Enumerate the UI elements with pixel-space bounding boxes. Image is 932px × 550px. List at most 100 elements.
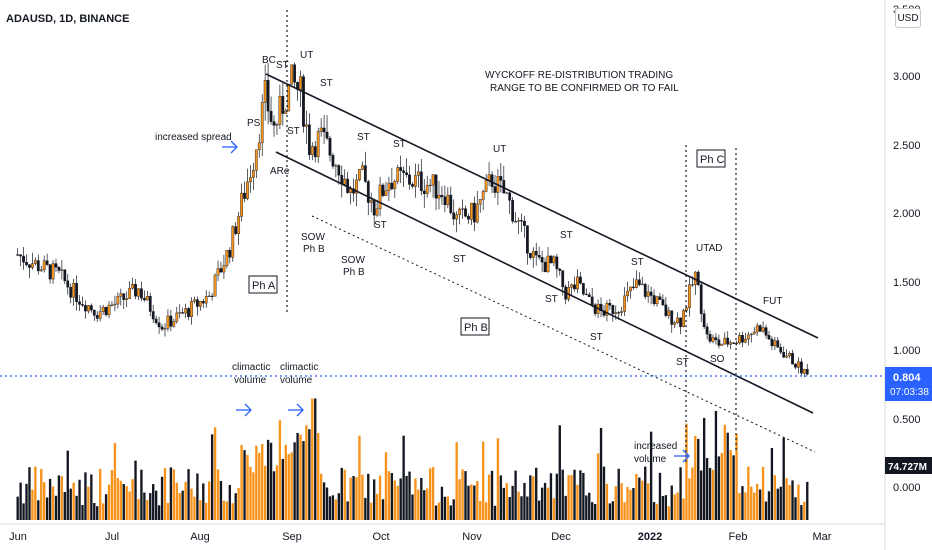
current-price-tag[interactable]: 0.804 07:03:38: [885, 367, 932, 401]
volume-bar: [202, 483, 205, 520]
candle: [664, 304, 668, 316]
volume-bar: [761, 466, 765, 520]
volume-bar: [255, 445, 258, 520]
candle: [166, 315, 170, 329]
time-axis[interactable]: Jun Jul Aug Sep Oct Nov Dec 2022 Feb Mar: [9, 531, 832, 543]
candle: [702, 313, 706, 327]
volume-bar: [673, 494, 676, 520]
volume-bar: [570, 475, 573, 520]
candle: [573, 284, 576, 290]
volume-bar: [479, 500, 482, 520]
label-st: ST: [320, 78, 333, 89]
volume-bar: [296, 432, 299, 520]
candle: [626, 290, 629, 297]
volume-bar: [187, 469, 190, 520]
candle: [540, 257, 544, 263]
volume-bar: [476, 481, 479, 520]
candle: [275, 124, 279, 126]
volume-bar: [776, 488, 779, 520]
candle: [263, 80, 267, 103]
candle: [558, 268, 562, 271]
volume-bar: [617, 468, 620, 520]
volume-bar: [611, 501, 614, 520]
volume-bar: [738, 493, 741, 520]
candle: [246, 181, 249, 199]
candle: [366, 181, 370, 203]
volume-bar: [87, 486, 90, 520]
volume-bar: [499, 475, 503, 520]
volume-bar: [753, 492, 756, 520]
volume-bar: [334, 499, 338, 520]
candle: [201, 301, 205, 304]
volume-bar: [411, 494, 414, 520]
candle: [643, 283, 647, 297]
candle: [266, 80, 270, 112]
lower-channel-line: [275, 151, 814, 414]
candle: [534, 250, 538, 256]
volume-bar: [116, 478, 120, 520]
volume-tag[interactable]: 74.727M: [885, 457, 932, 474]
volume-bar: [225, 501, 229, 520]
candle: [28, 264, 31, 268]
candle: [717, 339, 721, 346]
candle: [655, 296, 659, 305]
candle: [667, 310, 671, 316]
volume-bar: [664, 495, 668, 520]
candle: [511, 200, 515, 222]
volume-bar: [22, 503, 25, 520]
candle: [752, 331, 756, 335]
volume-bar: [452, 499, 455, 520]
candle: [122, 293, 126, 300]
candle: [307, 124, 311, 155]
currency-button[interactable]: USD: [895, 8, 921, 28]
volume-bar: [34, 466, 37, 520]
candle: [45, 260, 49, 265]
volume-bar: [19, 482, 22, 520]
volume-bar: [337, 493, 340, 520]
label-climactic: climactic: [232, 362, 270, 373]
volume-bar: [517, 491, 520, 520]
volume-bar: [231, 503, 234, 520]
volume-bar: [514, 470, 517, 520]
label-bc: BC: [262, 55, 276, 66]
candle: [770, 338, 774, 347]
volume-bar: [744, 492, 747, 520]
label-sow-phase: Ph B: [343, 267, 365, 278]
candle: [254, 149, 258, 171]
volume-bar: [243, 450, 246, 520]
volume-bar: [555, 473, 559, 520]
candle: [331, 155, 335, 167]
candle: [799, 361, 803, 374]
price-tick: 3.000: [893, 71, 921, 83]
candle: [110, 304, 114, 306]
candle: [679, 317, 682, 327]
volume-bar: [750, 486, 753, 520]
candle: [549, 255, 553, 264]
volume-bar: [370, 502, 373, 520]
volume-bar: [381, 499, 385, 520]
price-tick: 0.000: [893, 482, 921, 494]
label-st: ST: [545, 294, 558, 305]
candle: [175, 312, 179, 322]
label-st: ST: [276, 60, 289, 71]
candle: [741, 335, 744, 343]
candle: [51, 263, 55, 280]
candle: [260, 102, 264, 144]
candle: [131, 284, 134, 289]
price-axis[interactable]: 3.500 3.000 2.500 2.000 1.500 1.000 0.50…: [893, 4, 921, 494]
volume-bar: [78, 479, 81, 520]
candle: [305, 124, 308, 127]
volume-bar: [396, 485, 399, 520]
candle: [104, 307, 108, 316]
candle: [785, 355, 789, 358]
candle: [791, 353, 794, 365]
volume-bar: [122, 484, 125, 520]
candle: [228, 250, 232, 258]
volume-bar: [449, 505, 452, 520]
volume-bar: [599, 427, 603, 520]
candle: [148, 296, 152, 312]
candle: [708, 333, 712, 342]
candle: [440, 194, 444, 198]
candle: [797, 361, 800, 368]
